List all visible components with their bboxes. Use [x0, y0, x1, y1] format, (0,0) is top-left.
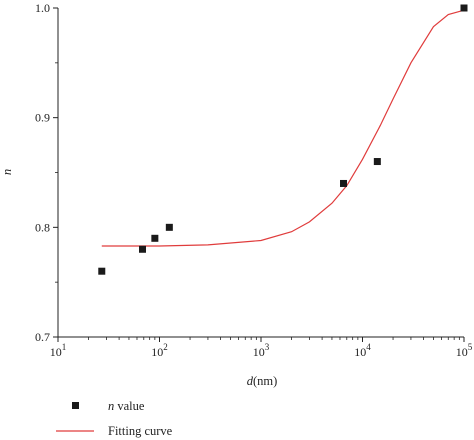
- legend-label-line: Fitting curve: [108, 424, 173, 438]
- y-tick-label: 1.0: [35, 1, 50, 15]
- x-tick-label-exp: 1: [62, 342, 67, 352]
- fitting-curve: [101, 9, 465, 247]
- data-point: [151, 234, 159, 242]
- legend: n value Fitting curve: [56, 399, 173, 438]
- x-axis-label-unit: (nm): [253, 374, 277, 388]
- data-point: [165, 223, 173, 231]
- x-tick-label: 102: [151, 342, 168, 359]
- x-axis-label-var: d: [247, 374, 254, 388]
- x-axis-label: d(nm): [247, 374, 278, 388]
- x-tick-label: 101: [50, 342, 67, 359]
- fitting-curve-layer: [101, 9, 465, 247]
- x-tick-label-base: 10: [50, 345, 62, 359]
- legend-label-points-var: n: [108, 399, 114, 413]
- legend-label-points-rest: value: [114, 399, 145, 413]
- y-tick-label: 0.7: [35, 330, 50, 344]
- x-tick-label: 104: [354, 342, 371, 359]
- x-tick-label-exp: 4: [366, 342, 371, 352]
- legend-marker-points: [72, 402, 79, 409]
- x-tick-label-exp: 2: [163, 342, 168, 352]
- x-tick-label-base: 10: [253, 345, 265, 359]
- data-point: [98, 267, 106, 275]
- legend-label-points: n value: [108, 399, 145, 413]
- x-tick-label-exp: 3: [265, 342, 270, 352]
- y-tick-label: 0.9: [35, 111, 50, 125]
- x-tick-label-base: 10: [354, 345, 366, 359]
- y-tick-label: 0.8: [35, 220, 50, 234]
- axes: [57, 8, 464, 338]
- y-axis-label: n: [0, 169, 14, 175]
- data-point: [340, 179, 348, 187]
- y-axis-ticks: 0.7 0.8 0.9 1.0: [35, 1, 58, 344]
- x-tick-label-base: 10: [456, 345, 468, 359]
- x-tick-label-base: 10: [151, 345, 163, 359]
- x-axis-ticks: 101 102 103 104 105: [50, 337, 473, 359]
- x-tick-label: 105: [456, 342, 473, 359]
- data-points-layer: [98, 4, 468, 275]
- x-tick-label: 103: [253, 342, 270, 359]
- data-point: [373, 158, 381, 166]
- data-point: [138, 245, 146, 253]
- data-point: [460, 4, 468, 12]
- x-tick-label-exp: 5: [468, 342, 473, 352]
